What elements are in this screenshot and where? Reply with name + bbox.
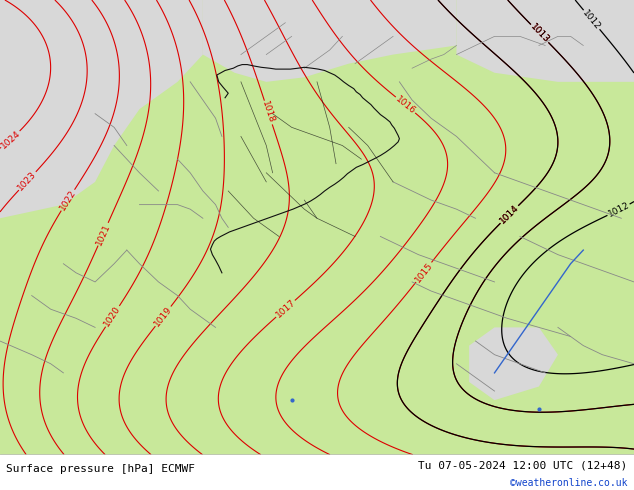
Text: Surface pressure [hPa] ECMWF: Surface pressure [hPa] ECMWF xyxy=(6,464,195,474)
Text: 1017: 1017 xyxy=(274,298,297,319)
Text: 1022: 1022 xyxy=(58,188,78,212)
Polygon shape xyxy=(203,0,456,82)
Text: Tu 07-05-2024 12:00 UTC (12+48): Tu 07-05-2024 12:00 UTC (12+48) xyxy=(418,461,628,470)
Text: ©weatheronline.co.uk: ©weatheronline.co.uk xyxy=(510,478,628,488)
Text: 1014: 1014 xyxy=(498,203,521,226)
Text: 1013: 1013 xyxy=(528,22,551,45)
Text: 1024: 1024 xyxy=(0,128,22,150)
Text: 1018: 1018 xyxy=(261,100,276,125)
Polygon shape xyxy=(456,0,634,82)
Text: 1014: 1014 xyxy=(498,203,521,226)
Text: 1019: 1019 xyxy=(153,304,174,328)
Text: 1013: 1013 xyxy=(528,22,551,45)
Text: 1021: 1021 xyxy=(94,222,112,246)
Text: 1016: 1016 xyxy=(394,94,417,116)
Text: 1012: 1012 xyxy=(581,8,602,31)
Polygon shape xyxy=(469,327,558,400)
Text: 1015: 1015 xyxy=(413,260,434,284)
Polygon shape xyxy=(0,0,203,218)
Text: 1012: 1012 xyxy=(606,201,631,219)
Text: 1023: 1023 xyxy=(16,170,39,193)
Text: 1020: 1020 xyxy=(103,304,122,328)
